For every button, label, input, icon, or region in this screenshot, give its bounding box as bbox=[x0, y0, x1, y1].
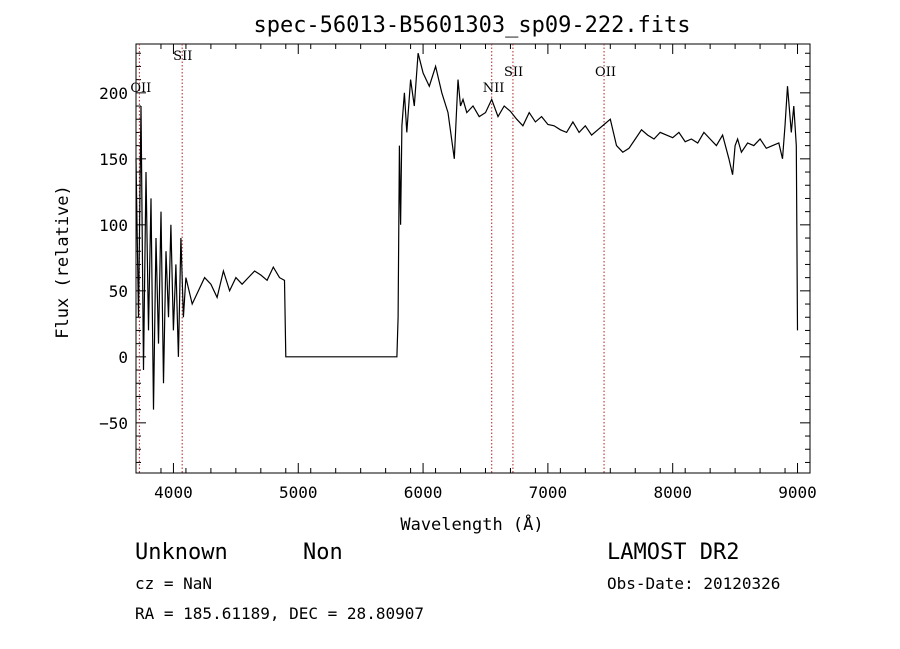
chart-title: spec-56013-B5601303_sp09-222.fits bbox=[253, 13, 690, 38]
plot-frame bbox=[135, 43, 811, 474]
y-tick-label: 100 bbox=[99, 216, 128, 235]
emission-line-label: OII bbox=[130, 81, 151, 96]
x-tick-label: 9000 bbox=[778, 483, 817, 502]
subclass-label: Non bbox=[303, 540, 343, 565]
y-tick-label: 0 bbox=[118, 348, 128, 367]
plot-axes: 4000 5000 6000 7000 8000 9000 −50 0 50 100 150 200 bbox=[99, 43, 817, 502]
emission-line-label: OII bbox=[595, 65, 616, 80]
x-tick-label: 6000 bbox=[404, 483, 443, 502]
y-tick-label: 50 bbox=[109, 282, 128, 301]
class-label: Unknown bbox=[135, 540, 228, 565]
y-tick-label: −50 bbox=[99, 414, 128, 433]
y-tick-label: 150 bbox=[99, 150, 128, 169]
x-axis-label: Wavelength (Å) bbox=[400, 513, 543, 535]
x-tick-label: 7000 bbox=[529, 483, 568, 502]
x-tick-label: 5000 bbox=[279, 483, 318, 502]
x-tick-label: 8000 bbox=[653, 483, 692, 502]
emission-line-label: SII bbox=[173, 49, 192, 64]
y-tick-label: 200 bbox=[99, 84, 128, 103]
obs-date: Obs-Date: 20120326 bbox=[607, 574, 780, 593]
y-axis-label: Flux (relative) bbox=[53, 185, 73, 339]
emission-line-label: SII bbox=[504, 65, 523, 80]
x-tick-label: 4000 bbox=[154, 483, 193, 502]
cz-value: cz = NaN bbox=[135, 574, 212, 593]
coordinates: RA = 185.61189, DEC = 28.80907 bbox=[135, 604, 424, 623]
emission-line-label: NII bbox=[483, 81, 505, 96]
survey-label: LAMOST DR2 bbox=[607, 540, 739, 565]
spectrum-series-line bbox=[135, 53, 799, 410]
